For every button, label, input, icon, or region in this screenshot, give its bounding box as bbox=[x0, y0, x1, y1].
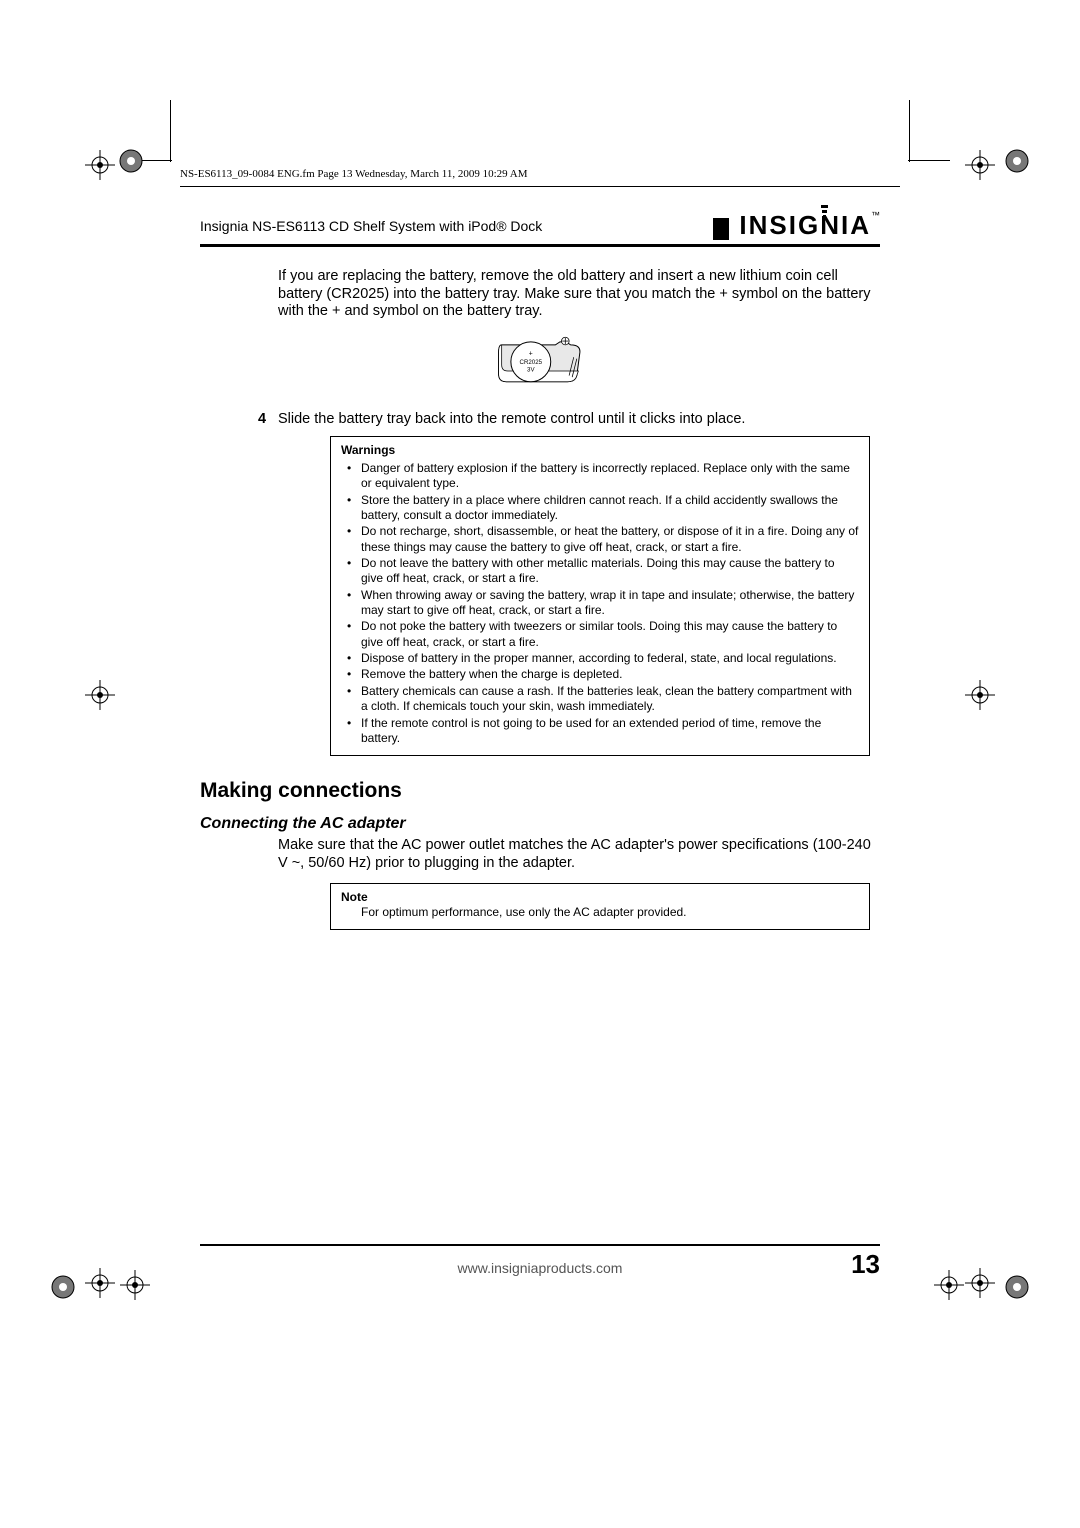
warning-item: Do not poke the battery with tweezers or… bbox=[361, 619, 859, 650]
registration-mark-icon bbox=[85, 1268, 115, 1298]
step-number: 4 bbox=[258, 411, 278, 429]
step-text: Slide the battery tray back into the rem… bbox=[278, 411, 880, 429]
note-title: Note bbox=[341, 890, 859, 906]
header-block-icon bbox=[713, 218, 729, 240]
registration-mark-icon bbox=[120, 1270, 150, 1300]
registration-mark-icon bbox=[934, 1270, 964, 1300]
logo-dot-icon bbox=[823, 215, 826, 218]
note-text: For optimum performance, use only the AC… bbox=[341, 905, 859, 921]
warnings-list: Danger of battery explosion if the batte… bbox=[341, 461, 859, 746]
warnings-box: Warnings Danger of battery explosion if … bbox=[330, 436, 870, 756]
warning-item: If the remote control is not going to be… bbox=[361, 716, 859, 747]
battery-plus-label: + bbox=[529, 351, 533, 358]
note-box: Note For optimum performance, use only t… bbox=[330, 883, 870, 930]
warning-item: Dispose of battery in the proper manner,… bbox=[361, 651, 859, 666]
battery-intro-text: If you are replacing the battery, remove… bbox=[278, 268, 880, 321]
battery-figure: + CR2025 3V bbox=[494, 331, 586, 397]
subsection-heading: Connecting the AC adapter bbox=[200, 814, 880, 834]
warning-item: Do not leave the battery with other meta… bbox=[361, 556, 859, 587]
warning-item: Do not recharge, short, disassemble, or … bbox=[361, 524, 859, 555]
registration-disk-icon bbox=[118, 148, 144, 174]
filepath-bar: NS-ES6113_09-0084 ENG.fm Page 13 Wednesd… bbox=[180, 164, 900, 187]
logo-dot-icon bbox=[821, 205, 828, 208]
crop-line bbox=[909, 100, 910, 162]
brand-tm: ™ bbox=[871, 210, 880, 220]
registration-mark-icon bbox=[965, 1268, 995, 1298]
brand-logo: INSIGNIA™ bbox=[739, 210, 880, 241]
warning-item: Battery chemicals can cause a rash. If t… bbox=[361, 684, 859, 715]
step-4: 4 Slide the battery tray back into the r… bbox=[258, 411, 880, 429]
registration-disk-icon bbox=[50, 1274, 76, 1300]
battery-model-label: CR2025 bbox=[520, 359, 543, 366]
footer: www.insigniaproducts.com bbox=[200, 1260, 880, 1276]
battery-volts-label: 3V bbox=[527, 367, 535, 374]
registration-disk-icon bbox=[1004, 148, 1030, 174]
product-title: Insignia NS-ES6113 CD Shelf System with … bbox=[200, 218, 542, 234]
page: NS-ES6113_09-0084 ENG.fm Page 13 Wednesd… bbox=[0, 0, 1080, 1528]
brand-block: INSIGNIA™ bbox=[713, 210, 880, 241]
footer-rule bbox=[200, 1244, 880, 1246]
registration-mark-icon bbox=[85, 150, 115, 180]
crop-line bbox=[908, 160, 950, 161]
warning-item: Remove the battery when the charge is de… bbox=[361, 667, 859, 682]
warning-item: When throwing away or saving the battery… bbox=[361, 588, 859, 619]
footer-url: www.insigniaproducts.com bbox=[200, 1260, 880, 1276]
ac-adapter-text: Make sure that the AC power outlet match… bbox=[278, 837, 880, 872]
warning-item: Danger of battery explosion if the batte… bbox=[361, 461, 859, 492]
registration-disk-icon bbox=[1004, 1274, 1030, 1300]
registration-mark-icon bbox=[85, 680, 115, 710]
brand-text: INSIGNIA bbox=[739, 210, 871, 240]
filepath-text: NS-ES6113_09-0084 ENG.fm Page 13 Wednesd… bbox=[180, 168, 528, 180]
warnings-title: Warnings bbox=[341, 443, 859, 458]
section-heading: Making connections bbox=[200, 778, 880, 804]
header-rule bbox=[200, 244, 880, 247]
content-area: If you are replacing the battery, remove… bbox=[200, 268, 880, 1270]
registration-mark-icon bbox=[965, 680, 995, 710]
crop-line bbox=[170, 100, 171, 162]
logo-dot-icon bbox=[822, 210, 827, 213]
page-number: 13 bbox=[851, 1249, 880, 1280]
warning-item: Store the battery in a place where child… bbox=[361, 493, 859, 524]
registration-mark-icon bbox=[965, 150, 995, 180]
